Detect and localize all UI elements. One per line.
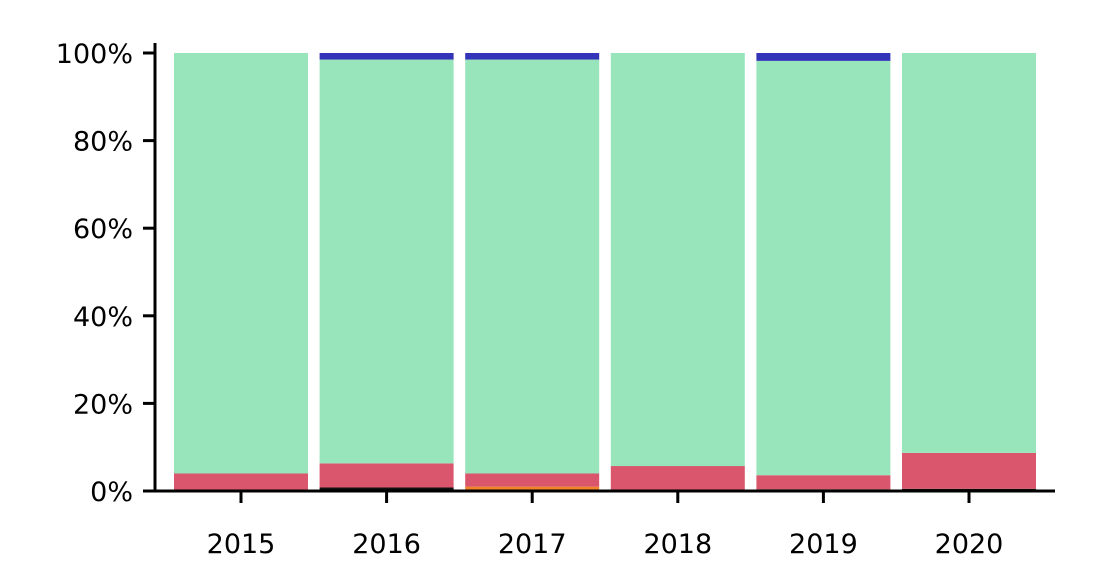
x-tick-label: 2015 xyxy=(207,529,276,560)
bar-segment-2017-series-4 xyxy=(465,59,600,474)
bar-segment-2019-series-3 xyxy=(756,475,891,490)
bar-segment-2020-series-3 xyxy=(902,452,1036,489)
x-tick-label: 2016 xyxy=(352,529,421,560)
bar-segment-2019-series-4 xyxy=(756,60,891,476)
bar-segment-2017-series-3 xyxy=(465,473,600,487)
y-axis-ticks: 0% 20% 40% 60% 80% 100% xyxy=(56,39,155,508)
x-axis-ticks: 2015 2016 2017 2018 2019 2020 xyxy=(207,491,1004,560)
y-tick-label: 100% xyxy=(56,39,133,70)
bar-segment-2018-series-3 xyxy=(610,466,745,491)
axes-group xyxy=(153,43,1055,493)
y-tick-label: 0% xyxy=(90,477,133,508)
bar-segment-2016-series-3 xyxy=(319,463,454,488)
bar-segment-2019-series-5 xyxy=(756,53,891,61)
bar-segment-2016-series-5 xyxy=(319,53,454,60)
bar-segment-2017-series-5 xyxy=(465,53,600,60)
y-tick-label: 80% xyxy=(73,127,133,158)
bar-segment-2016-series-1 xyxy=(319,487,454,491)
bar-segment-2018-series-4 xyxy=(610,53,745,467)
y-tick-label: 20% xyxy=(73,389,133,420)
x-tick-label: 2017 xyxy=(498,529,567,560)
x-tick-label: 2018 xyxy=(643,529,712,560)
bars-group xyxy=(174,53,1036,491)
bar-segment-2020-series-4 xyxy=(902,53,1036,453)
bar-segment-2015-series-3 xyxy=(174,473,308,491)
bar-segment-2015-series-4 xyxy=(174,53,308,474)
bar-segment-2016-series-4 xyxy=(319,59,454,464)
y-tick-label: 40% xyxy=(73,302,133,333)
x-tick-label: 2020 xyxy=(935,529,1004,560)
y-tick-label: 60% xyxy=(73,214,133,245)
bar-segment-2017-series-2 xyxy=(465,486,600,491)
x-tick-label: 2019 xyxy=(789,529,858,560)
